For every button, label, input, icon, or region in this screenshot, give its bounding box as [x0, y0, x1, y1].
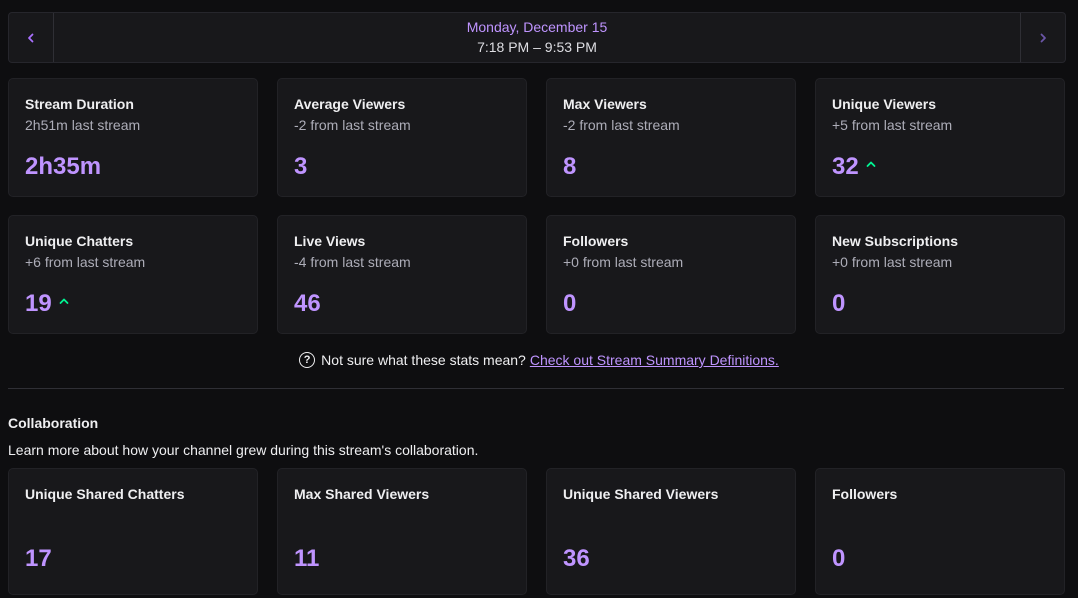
stat-title: Stream Duration [25, 96, 134, 112]
stat-value: 3 [294, 153, 307, 181]
stat-card-unique-chatters: Unique Chatters +6 from last stream 19 [8, 215, 258, 334]
stat-card-new-subscriptions: New Subscriptions +0 from last stream 0 [815, 215, 1065, 334]
stream-date: Monday, December 15 [466, 19, 608, 35]
stat-value: 32 [832, 153, 876, 181]
section-divider [8, 388, 1064, 389]
stat-value-text: 17 [25, 545, 52, 572]
stat-comparison: +0 from last stream [563, 254, 684, 270]
stat-card-collab-followers: Followers 0 [815, 468, 1065, 595]
stat-title: Unique Chatters [25, 233, 134, 249]
stat-value-text: 11 [294, 545, 320, 572]
stat-title: New Subscriptions [832, 233, 959, 249]
stat-comparison: +5 from last stream [832, 117, 953, 133]
stat-card-max-viewers: Max Viewers -2 from last stream 8 [546, 78, 796, 197]
stat-comparison: +6 from last stream [25, 254, 146, 270]
stat-card-stream-duration: Stream Duration 2h51m last stream 2h35m [8, 78, 258, 197]
stat-card-unique-viewers: Unique Viewers +5 from last stream 32 [815, 78, 1065, 197]
next-stream-button[interactable] [1020, 13, 1065, 62]
stat-value-text: 0 [832, 545, 846, 572]
stat-card-unique-shared-viewers: Unique Shared Viewers 36 [546, 468, 796, 595]
collaboration-title: Collaboration [8, 415, 99, 431]
stat-value: 11 [294, 545, 319, 573]
previous-stream-button[interactable] [9, 13, 54, 62]
stat-title: Live Views [294, 233, 366, 249]
stat-value: 17 [25, 545, 52, 573]
trend-up-icon [866, 161, 876, 167]
stat-value-text: 8 [563, 153, 577, 180]
stream-time-range: 7:18 PM – 9:53 PM [477, 39, 597, 55]
stat-value: 8 [563, 153, 576, 181]
stat-value: 0 [832, 545, 845, 573]
stat-title: Average Viewers [294, 96, 406, 112]
stat-value: 0 [563, 290, 576, 318]
date-navigator: Monday, December 15 7:18 PM – 9:53 PM [8, 12, 1066, 63]
stat-title: Unique Viewers [832, 96, 937, 112]
stat-card-unique-shared-chatters: Unique Shared Chatters 17 [8, 468, 258, 595]
help-text: Not sure what these stats mean? [321, 352, 526, 368]
stat-comparison: -2 from last stream [294, 117, 411, 133]
stats-help: ? Not sure what these stats mean? Check … [0, 352, 1078, 368]
stat-value-text: 3 [294, 153, 308, 180]
stat-comparison: 2h51m last stream [25, 117, 141, 133]
stat-comparison: -2 from last stream [563, 117, 680, 133]
stat-value-text: 0 [563, 290, 577, 317]
stat-value-text: 32 [832, 153, 859, 180]
trend-up-icon [59, 298, 69, 304]
stat-comparison: +0 from last stream [832, 254, 953, 270]
stat-value: 19 [25, 290, 69, 318]
stat-comparison: -4 from last stream [294, 254, 411, 270]
stat-value-text: 19 [25, 290, 52, 317]
collaboration-description: Learn more about how your channel grew d… [8, 442, 479, 458]
stat-value: 46 [294, 290, 321, 318]
stat-value-text: 36 [563, 545, 590, 572]
stat-card-average-viewers: Average Viewers -2 from last stream 3 [277, 78, 527, 197]
stat-value-text: 0 [832, 290, 846, 317]
stat-title: Followers [832, 486, 898, 502]
stat-value-text: 2h35m [25, 153, 102, 180]
stat-card-live-views: Live Views -4 from last stream 46 [277, 215, 527, 334]
stat-value: 2h35m [25, 153, 101, 181]
stat-card-max-shared-viewers: Max Shared Viewers 11 [277, 468, 527, 595]
stat-title: Max Viewers [563, 96, 647, 112]
stat-title: Unique Shared Viewers [563, 486, 719, 502]
chevron-right-icon [1040, 33, 1046, 42]
stat-title: Max Shared Viewers [294, 486, 430, 502]
question-circle-icon: ? [299, 352, 316, 368]
stat-value-text: 46 [294, 290, 321, 317]
stat-value: 36 [563, 545, 590, 573]
stat-title: Followers [563, 233, 629, 249]
chevron-left-icon [28, 33, 34, 42]
stat-title: Unique Shared Chatters [25, 486, 185, 502]
stream-date-range: Monday, December 15 7:18 PM – 9:53 PM [55, 18, 1019, 56]
stat-card-followers: Followers +0 from last stream 0 [546, 215, 796, 334]
stream-summary-definitions-link[interactable]: Check out Stream Summary Definitions. [529, 352, 779, 368]
stat-value: 0 [832, 290, 845, 318]
